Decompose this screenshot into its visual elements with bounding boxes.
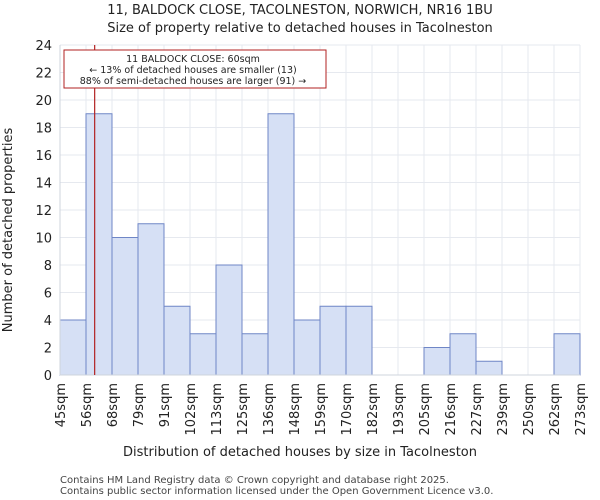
bar	[553, 333, 581, 376]
y-tick-label: 10	[35, 232, 52, 247]
x-tick-label: 68sqm	[106, 383, 121, 427]
x-tick-label: 159sqm	[314, 383, 329, 436]
x-tick-label: 45sqm	[54, 383, 69, 427]
x-tick-label: 102sqm	[184, 383, 199, 436]
x-tick-label: 216sqm	[444, 383, 459, 436]
bar	[293, 319, 321, 376]
axes	[59, 45, 580, 376]
y-tick-label: 6	[44, 287, 52, 302]
x-tick-label: 273sqm	[574, 383, 589, 436]
x-tick-label: 205sqm	[418, 383, 433, 436]
bar	[345, 305, 373, 376]
bar	[189, 333, 217, 376]
x-tick-label: 79sqm	[132, 383, 147, 427]
annotation-line-2: ← 13% of detached houses are smaller (13…	[89, 65, 296, 76]
x-tick-label: 136sqm	[262, 383, 277, 436]
x-tick-label: 227sqm	[470, 383, 485, 436]
bar	[423, 347, 451, 376]
y-tick-label: 4	[44, 314, 52, 329]
bar	[59, 319, 87, 376]
x-tick-label: 250sqm	[522, 383, 537, 436]
y-tick-label: 2	[44, 342, 52, 357]
annotation-line-1: 11 BALDOCK CLOSE: 60sqm	[126, 54, 260, 65]
bar	[319, 305, 347, 376]
y-tick-label: 12	[35, 204, 52, 219]
x-tick-label: 148sqm	[288, 383, 303, 436]
footer-line-1: Contains HM Land Registry data © Crown c…	[60, 475, 449, 486]
bar	[241, 333, 269, 376]
x-tick-label: 193sqm	[392, 383, 407, 436]
y-tick-label: 20	[35, 94, 52, 109]
x-tick-label: 91sqm	[158, 383, 173, 427]
bar	[85, 113, 113, 376]
y-tick-label: 22	[35, 67, 52, 82]
chart-title: 11, BALDOCK CLOSE, TACOLNESTON, NORWICH,…	[107, 3, 493, 18]
annotation-box: 11 BALDOCK CLOSE: 60sqm ← 13% of detache…	[63, 49, 327, 89]
bar	[111, 237, 139, 376]
y-tick-label: 0	[44, 369, 52, 384]
y-tick-label: 18	[35, 122, 52, 137]
chart-subtitle: Size of property relative to detached ho…	[107, 21, 493, 36]
bar	[475, 360, 503, 376]
y-tick-label: 24	[35, 39, 52, 54]
bar	[137, 223, 165, 376]
x-tick-label: 182sqm	[366, 383, 381, 436]
x-tick-label: 125sqm	[236, 383, 251, 436]
y-tick-label: 8	[44, 259, 52, 274]
x-tick-label: 262sqm	[548, 383, 563, 436]
footer-line-2: Contains public sector information licen…	[60, 486, 493, 497]
x-tick-label: 56sqm	[80, 383, 95, 427]
y-axis-label: Number of detached properties	[1, 128, 16, 333]
x-tick-label: 113sqm	[210, 383, 225, 436]
annotation-border	[63, 49, 327, 89]
y-tick-label: 16	[35, 149, 52, 164]
bar	[215, 264, 243, 376]
x-axis-label: Distribution of detached houses by size …	[123, 445, 477, 460]
bar	[267, 113, 295, 376]
bar	[163, 305, 191, 376]
x-tick-label: 170sqm	[340, 383, 355, 436]
bar	[449, 333, 477, 376]
x-tick-labels: 45sqm 56sqm 68sqm 79sqm 91sqm 102sqm 113sqm 125…	[54, 383, 589, 436]
x-tick-label: 239sqm	[496, 383, 511, 436]
annotation-line-3: 88% of semi-detached houses are larger (…	[80, 76, 307, 87]
bars	[59, 113, 581, 376]
y-tick-label: 14	[35, 177, 52, 192]
